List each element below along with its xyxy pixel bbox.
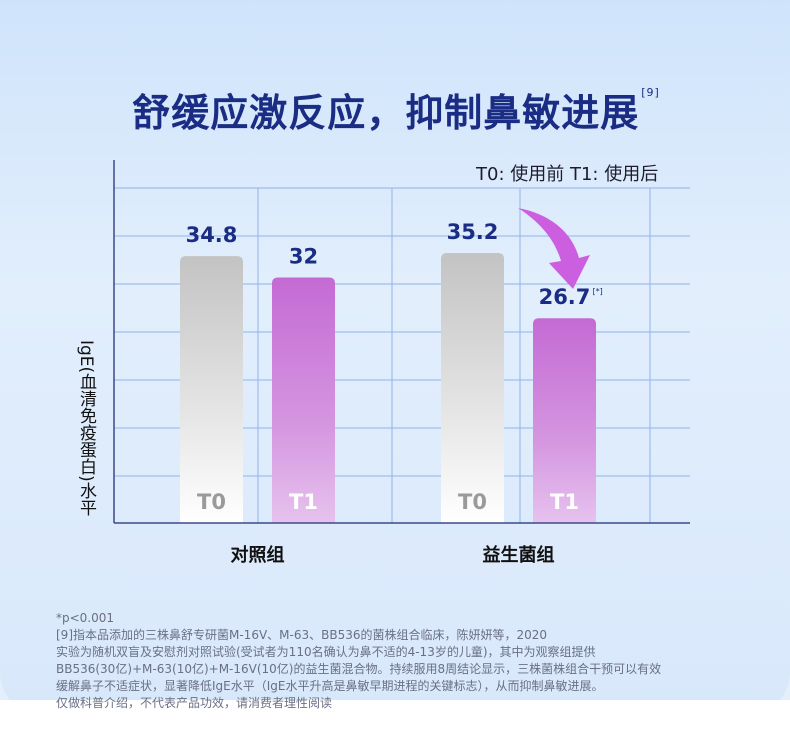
footnotes: *p<0.001 [9]指本品添加的三株鼻舒专研菌M-16V、M-63、BB536… xyxy=(56,610,756,712)
bar-series-label-T1-0: T1 xyxy=(289,490,318,514)
bar-series-label-T1-1: T1 xyxy=(550,490,579,514)
y-axis-label: IgE(血清免疫蛋白)水平 xyxy=(76,340,96,516)
content-card xyxy=(0,0,790,718)
bar-T0-1 xyxy=(441,253,504,524)
bar-series-label-T0-1: T0 xyxy=(458,490,487,514)
value-label-T1-0: 32 xyxy=(289,245,318,269)
footnote-line: [9]指本品添加的三株鼻舒专研菌M-16V、M-63、BB536的菌株组合临床，… xyxy=(56,628,548,642)
page-title: 舒缓应激反应，抑制鼻敏进展 [9] xyxy=(0,82,790,137)
value-label-T1-1: 26.7 xyxy=(539,285,591,309)
title-text: 舒缓应激反应，抑制鼻敏进展 xyxy=(132,91,640,135)
footnote-line: 缓解鼻子不适症状，显著降低IgE水平（IgE水平升高是鼻敏早期进程的关键标志），… xyxy=(56,679,604,693)
bar-T1-0 xyxy=(272,277,335,523)
bar-T1-1 xyxy=(533,318,596,523)
arrow-layer xyxy=(518,208,590,289)
axes-layer xyxy=(113,160,690,524)
footnote-line: *p<0.001 xyxy=(56,611,115,625)
value-label-T0-0: 34.8 xyxy=(186,223,238,247)
bar-series-label-T0-0: T0 xyxy=(197,490,226,514)
footnote-line: 实验为随机双盲及安慰剂对照试验(受试者为110名确认为鼻不适的4-13岁的儿童)… xyxy=(56,645,596,659)
category-labels: 对照组 益生菌组 xyxy=(231,544,555,566)
decrease-arrow xyxy=(518,208,590,289)
bar-T0-0 xyxy=(180,256,243,523)
title-reference: [9] xyxy=(641,86,660,99)
category-label-1: 益生菌组 xyxy=(483,544,555,566)
footnote-line: 仅做科普介绍，不代表产品功效，请消费者理性阅读 xyxy=(56,696,333,710)
bottom-strip xyxy=(0,700,790,738)
bars-layer: 34.8 T0 32 T1 35.2 T0 26.7 [*] T1 xyxy=(180,220,603,524)
significance-note: [*] xyxy=(593,287,603,296)
value-label-T0-1: 35.2 xyxy=(447,220,499,244)
category-label-0: 对照组 xyxy=(231,544,285,566)
legend: T0: 使用前 T1: 使用后 xyxy=(476,164,659,185)
footnote-line: BB536(30亿)+M-63(10亿)+M-16V(10亿)的益生菌混合物。持… xyxy=(56,662,662,676)
